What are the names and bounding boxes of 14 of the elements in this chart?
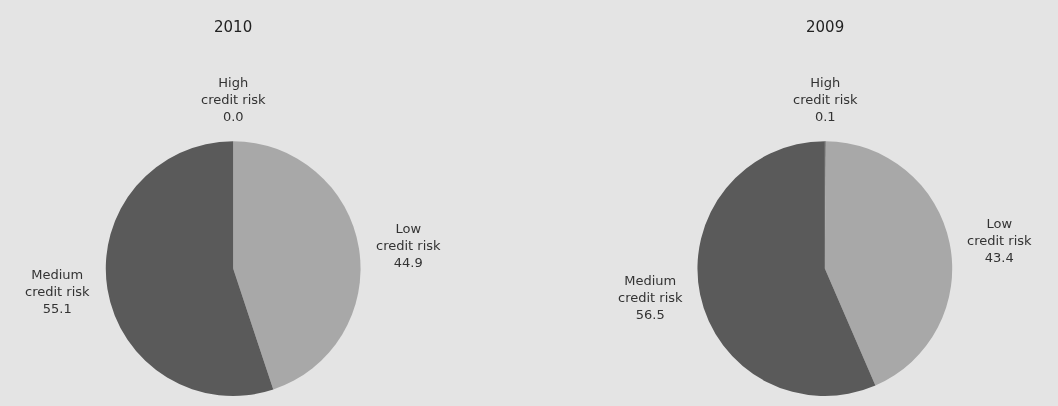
slice-label: Low credit risk [967,216,1033,248]
chart-title: 2009 [806,18,845,36]
category-label: High credit risk [201,75,266,107]
slice-label: Medium credit risk [618,273,684,305]
data-label: 44.9 [393,254,423,270]
slice-label: High credit risk [793,75,859,107]
chart-title: 2010 [214,18,253,36]
data-label: 55.1 [42,300,72,316]
slice-label: Medium credit risk [25,267,91,299]
slice-label: Low credit risk [376,221,442,253]
data-label: 56.5 [635,306,665,322]
data-label: 0.1 [814,108,836,124]
text: 0.0 [222,108,244,124]
data-label: 43.4 [984,249,1014,265]
